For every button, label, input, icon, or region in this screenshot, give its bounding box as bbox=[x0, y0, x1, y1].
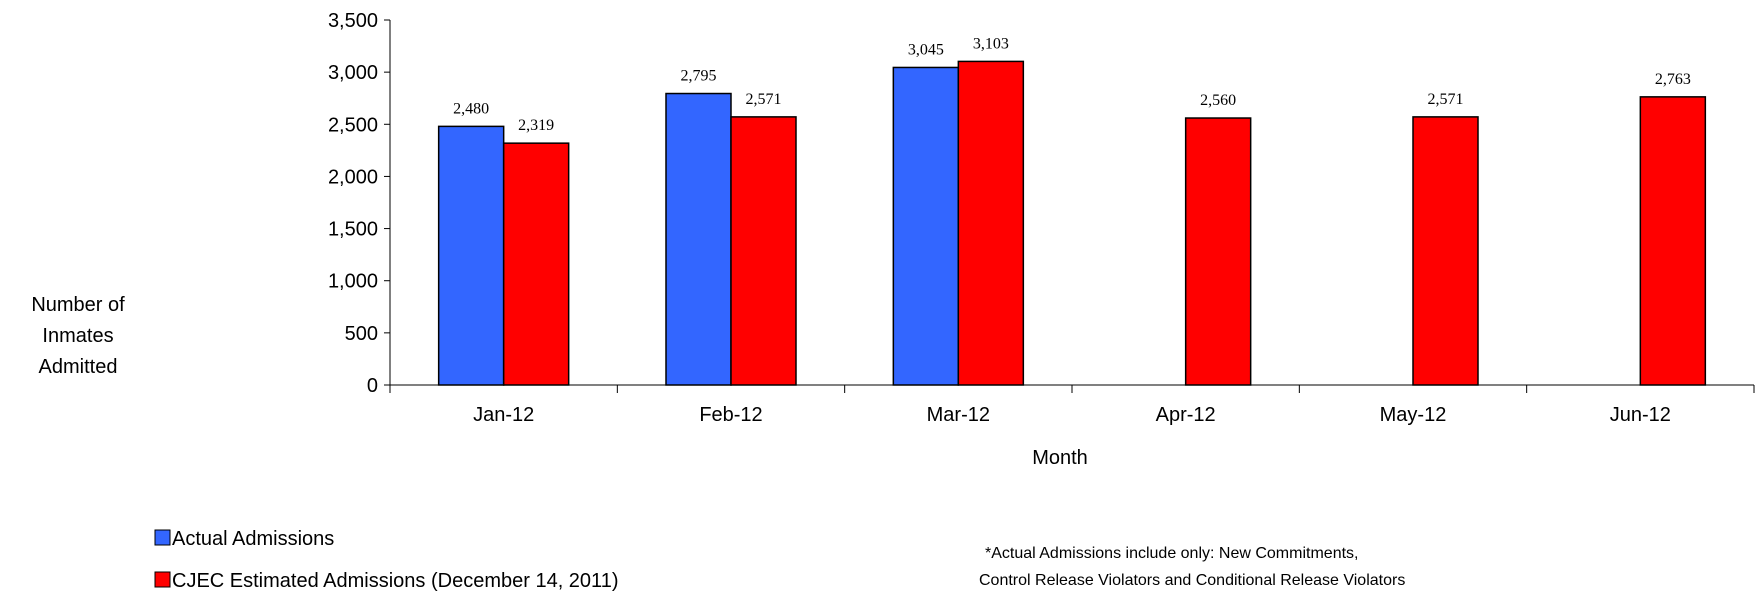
bar-actual bbox=[665, 92, 732, 386]
bars bbox=[437, 60, 1707, 386]
x-tick-label: Mar-12 bbox=[927, 404, 990, 426]
x-axis: Jan-12 Feb-12 Mar-12 Apr-12 May-12 Jun-12 bbox=[389, 384, 1755, 426]
bar-estimated bbox=[730, 116, 797, 386]
bar-estimated bbox=[1639, 96, 1707, 386]
data-label: 2,571 bbox=[746, 91, 782, 108]
y-tick-label: 500 bbox=[345, 323, 378, 345]
legend: Actual Admissions CJEC Estimated Admissi… bbox=[154, 528, 618, 592]
data-labels: 2,480 2,319 2,795 2,571 3,045 3,103 2,560 2,571… bbox=[453, 35, 1691, 134]
data-label: 2,480 bbox=[453, 100, 489, 117]
data-label: 3,045 bbox=[908, 41, 944, 58]
footnote-line-2: Control Release Violators and Conditiona… bbox=[979, 572, 1405, 589]
x-tick-label: Feb-12 bbox=[699, 404, 762, 426]
bar-estimated bbox=[502, 142, 570, 386]
y-axis-title-line-1: Number of bbox=[31, 294, 125, 316]
bar-estimated bbox=[1184, 117, 1252, 386]
y-tick-label: 0 bbox=[367, 375, 378, 397]
y-tick-label: 3,000 bbox=[328, 62, 378, 84]
y-tick-label: 3,500 bbox=[328, 10, 378, 32]
legend-label-actual: Actual Admissions bbox=[172, 528, 334, 550]
y-tick-label: 2,000 bbox=[328, 166, 378, 188]
legend-label-estimated: CJEC Estimated Admissions (December 14, … bbox=[172, 570, 618, 592]
bar-estimated bbox=[957, 60, 1025, 386]
legend-swatch-actual bbox=[154, 529, 171, 546]
bar-actual bbox=[437, 125, 505, 386]
x-tick-label: Jun-12 bbox=[1610, 404, 1671, 426]
data-label: 2,560 bbox=[1200, 92, 1236, 109]
y-tick-label: 2,500 bbox=[328, 114, 378, 136]
legend-swatch-estimated bbox=[154, 571, 171, 588]
data-label: 3,103 bbox=[973, 35, 1009, 52]
footnote-line-1: *Actual Admissions include only: New Com… bbox=[985, 545, 1358, 562]
x-axis-title: Month bbox=[1032, 447, 1088, 469]
x-tick-label: Jan-12 bbox=[473, 404, 534, 426]
data-label: 2,571 bbox=[1428, 91, 1464, 108]
bar-actual bbox=[892, 66, 960, 386]
y-tick-label: 1,000 bbox=[328, 271, 378, 293]
y-tick-label: 1,500 bbox=[328, 219, 378, 241]
x-tick-label: Apr-12 bbox=[1156, 404, 1216, 426]
y-axis-title-line-2: Inmates bbox=[42, 325, 113, 347]
x-tick-label: May-12 bbox=[1380, 404, 1447, 426]
data-label: 2,795 bbox=[681, 68, 717, 85]
y-axis-title-line-3: Admitted bbox=[39, 356, 118, 378]
data-label: 2,763 bbox=[1655, 71, 1691, 88]
bar-estimated bbox=[1412, 116, 1479, 386]
y-axis: 0 500 1,000 1,500 2,000 2,500 3,000 3,500 bbox=[328, 10, 391, 397]
data-label: 2,319 bbox=[518, 117, 554, 134]
